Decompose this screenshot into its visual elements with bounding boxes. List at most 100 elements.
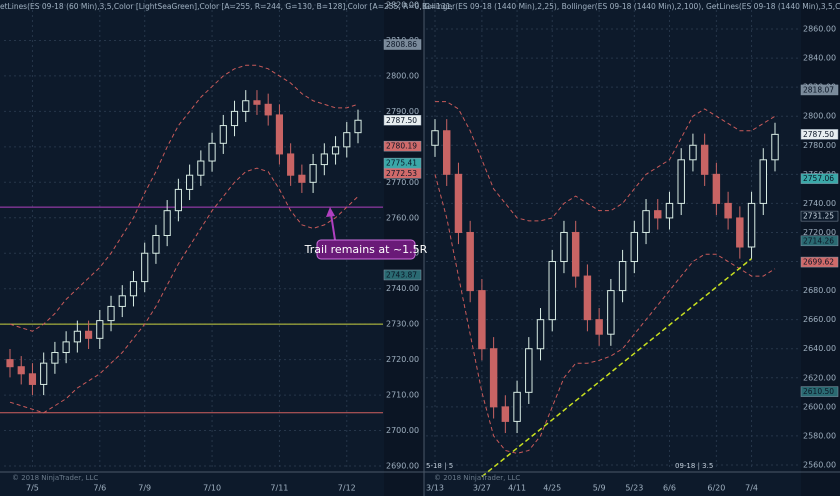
indicator-header: Bollinger(ES 09-18 (1440 Min),2,25), Bol…	[422, 2, 840, 11]
y-tick-label: 2660.00	[803, 315, 836, 324]
candle-body	[40, 362, 48, 385]
price-marker-label: 2818.07	[803, 85, 834, 94]
annotation-box	[316, 239, 416, 260]
price-marker	[383, 140, 422, 152]
y-tick-label: 2730.00	[386, 320, 419, 329]
y-tick-label: 2770.00	[386, 178, 419, 187]
candle-body	[264, 103, 272, 116]
candle-body	[287, 153, 295, 176]
candle-body	[28, 373, 37, 385]
band-line	[9, 64, 359, 332]
candle-body	[700, 144, 709, 175]
candle-body	[208, 142, 216, 162]
candle-body	[107, 305, 115, 322]
price-marker	[800, 129, 839, 140]
band-line	[435, 101, 776, 222]
price-marker	[800, 210, 839, 222]
candle-body	[595, 319, 603, 335]
candle-body	[771, 133, 779, 161]
candle-body	[466, 231, 474, 292]
x-tick-label: 7/11	[270, 484, 288, 493]
candle-body	[186, 174, 194, 190]
y-tick-label: 2820.00	[386, 1, 419, 10]
candle-body	[17, 366, 25, 375]
annotation-text: Trail remains at ~1.5R	[304, 243, 428, 256]
y-tick-label: 2760.00	[386, 213, 419, 222]
candle-body	[343, 132, 351, 148]
candle-body	[525, 348, 533, 393]
candle-body	[478, 290, 486, 350]
x-tick-label: 7/9	[138, 484, 151, 493]
y-tick-label: 2720.00	[803, 228, 836, 237]
price-marker-label: 2787.50	[803, 130, 834, 139]
price-marker	[800, 256, 839, 268]
candle-body	[501, 406, 510, 422]
candle-body	[513, 391, 521, 422]
candle-body	[230, 110, 239, 127]
candle-body	[275, 114, 284, 155]
y-tick-label: 2580.00	[803, 431, 836, 440]
y-tick-label: 2720.00	[386, 355, 419, 364]
candle-body	[630, 231, 639, 263]
price-marker	[383, 115, 422, 126]
price-marker	[383, 39, 422, 50]
x-tick-label: 7/4	[745, 484, 758, 493]
candle-body	[548, 261, 556, 321]
candle-body	[152, 235, 160, 254]
candle-body	[689, 144, 697, 161]
candle-body	[736, 217, 744, 248]
price-marker	[383, 269, 422, 281]
candle-body	[253, 100, 261, 105]
candle-body	[747, 202, 756, 248]
y-tick-label: 2640.00	[803, 344, 836, 353]
x-tick-label: 7/10	[203, 484, 221, 493]
x-tick-label: 6/20	[707, 484, 725, 493]
candle-body	[443, 130, 451, 175]
trend-line	[481, 258, 753, 478]
x-tick-label: 3/13	[426, 484, 444, 493]
candle-body	[320, 153, 328, 166]
x-tick-label: 7/12	[338, 484, 356, 493]
candle-body	[309, 164, 317, 183]
candle-body	[129, 281, 138, 297]
y-tick-label: 2600.00	[803, 402, 836, 411]
x-tick-label: 5/23	[625, 484, 643, 493]
price-marker-label: 2714.26	[803, 236, 834, 245]
candle-body	[6, 359, 14, 368]
x-tick-label: 3/27	[473, 484, 491, 493]
y-tick-label: 2840.00	[803, 54, 836, 63]
price-marker	[800, 235, 839, 247]
y-tick-label: 2700.00	[386, 426, 419, 435]
candle-body	[331, 146, 340, 155]
price-marker-label: 2775.41	[386, 159, 417, 168]
y-tick-label: 2740.00	[803, 199, 836, 208]
candle-body	[536, 319, 545, 350]
candle-body	[84, 330, 93, 339]
price-marker	[800, 84, 839, 96]
y-tick-label: 2800.00	[803, 112, 836, 121]
candle-body	[454, 173, 463, 233]
candle-body	[242, 100, 250, 112]
candle-body	[654, 210, 662, 219]
y-tick-label: 2740.00	[386, 284, 419, 293]
candle-body	[51, 352, 59, 364]
candle-body	[62, 341, 70, 354]
y-tick-label: 2800.00	[386, 71, 419, 80]
price-marker-label: 2743.87	[386, 270, 417, 279]
candle-body	[174, 188, 182, 212]
price-marker	[383, 168, 422, 179]
instrument-label: 09-18 | 3.5	[675, 462, 713, 470]
candle-body	[665, 202, 674, 219]
x-tick-label: 7/5	[26, 484, 39, 493]
candle-body	[431, 130, 439, 146]
instrument-label: 5-18 | 5	[426, 462, 453, 470]
x-tick-label: 6/6	[663, 484, 676, 493]
candle-body	[163, 210, 171, 237]
watermark: © 2018 NinjaTrader, LLC	[434, 474, 520, 482]
price-marker-label: 2808.86	[386, 40, 417, 49]
candle-body	[571, 231, 580, 277]
watermark: © 2018 NinjaTrader, LLC	[12, 474, 98, 482]
price-marker-label: 2699.62	[803, 258, 834, 267]
x-tick-label: 7/6	[93, 484, 106, 493]
